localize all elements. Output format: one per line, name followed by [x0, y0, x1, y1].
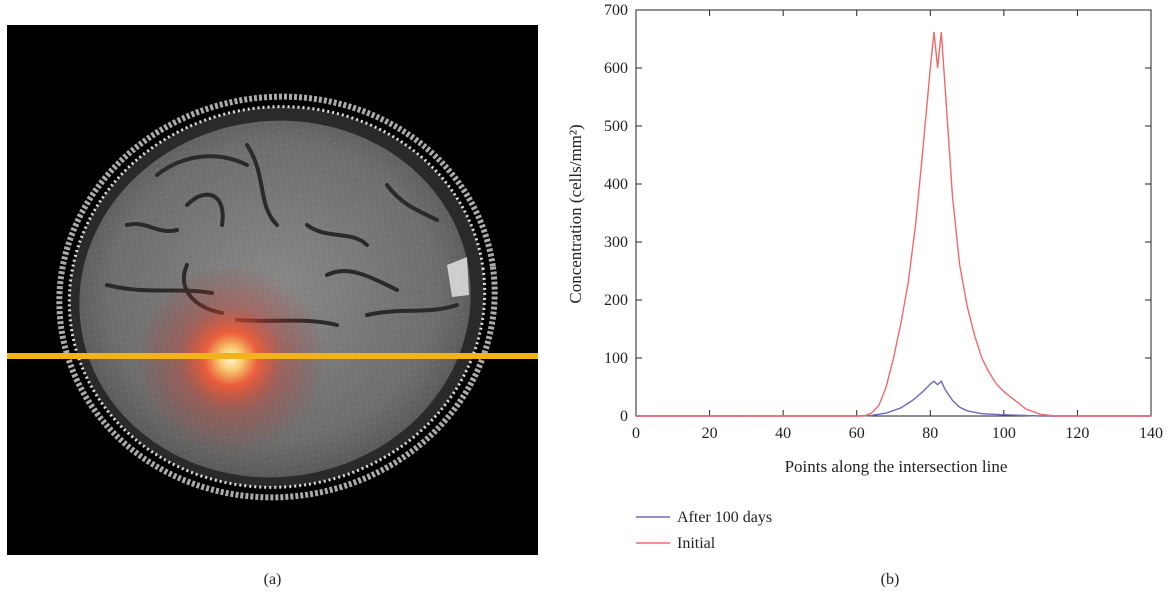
x-tick-label: 40 [775, 425, 791, 442]
y-tick-label: 500 [604, 118, 628, 135]
x-axis-label: Points along the intersection line [785, 457, 1008, 476]
plot-frame [635, 9, 1152, 417]
panel-a-caption: (a) [263, 571, 282, 588]
x-tick-label: 0 [632, 425, 640, 442]
series-layer [636, 31, 1151, 417]
y-tick-label: 300 [604, 234, 628, 251]
bright-region [447, 257, 469, 297]
panel-b-caption: (b) [880, 571, 900, 588]
x-tick-label: 60 [849, 425, 865, 442]
skull-outer-ring [56, 93, 498, 501]
axis-ticks: 0 20 40 60 80 100 120 140 0 100 200 300 400 500 600 700 [604, 2, 1163, 442]
mri-illustration [7, 25, 538, 555]
series-line-0 [636, 380, 1151, 417]
plot-border [635, 9, 1152, 417]
x-tick-label: 120 [1065, 425, 1089, 442]
y-tick-label: 600 [604, 60, 628, 77]
legend: After 100 days Initial [636, 509, 772, 552]
brain-sulci [105, 143, 459, 327]
x-tick-label: 20 [702, 425, 718, 442]
y-axis-label: Concentration (cells/mm²) [566, 124, 585, 303]
y-tick-label: 200 [604, 292, 628, 309]
y-tick-label: 0 [620, 408, 628, 425]
intersection-line [7, 353, 538, 359]
y-tick-label: 700 [604, 2, 628, 19]
legend-label: After 100 days [677, 509, 772, 526]
y-tick-label: 100 [604, 350, 628, 367]
x-tick-label: 100 [992, 425, 1016, 442]
series-line-1 [636, 31, 1151, 417]
mri-image [7, 25, 538, 555]
y-tick-label: 400 [604, 176, 628, 193]
x-tick-label: 80 [922, 425, 938, 442]
x-tick-label: 140 [1139, 425, 1163, 442]
concentration-chart: 0 20 40 60 80 100 120 140 0 100 200 300 400 500 600 700… [566, 2, 1163, 552]
legend-label: Initial [677, 535, 716, 552]
